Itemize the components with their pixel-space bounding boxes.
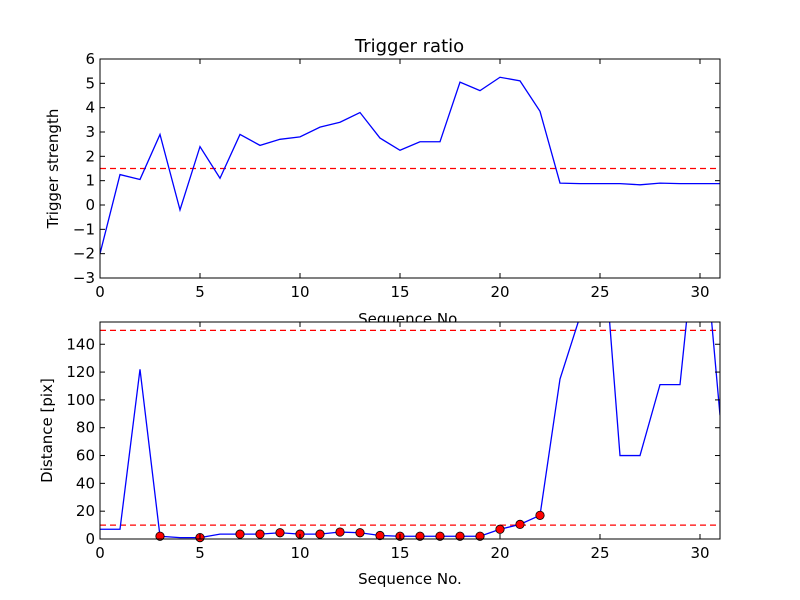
top-y-tick-label: 1 (85, 172, 95, 190)
bottom-data-point-marker (275, 528, 285, 538)
top-x-tick-label: 15 (390, 283, 409, 301)
bottom-threshold-layer (100, 329, 720, 526)
bottom-data-point-marker (535, 510, 545, 520)
distance-chart: 0 5 10 15 20 25 30 0 20 40 60 80 100 120 140 Sequence … (38, 321, 721, 588)
top-series-layer (100, 76, 720, 254)
top-series-line-0 (100, 76, 720, 254)
top-y-tick-label: 0 (85, 196, 95, 214)
trigger-ratio-chart: Trigger ratio 0 5 10 15 20 25 30−3−2−10123456 … (44, 36, 721, 328)
bottom-axes-frame (99, 321, 721, 540)
bottom-x-axis-label: Sequence No. (358, 570, 462, 588)
bottom-data-point-marker (235, 529, 245, 539)
top-y-tick-label: −3 (73, 269, 95, 287)
bottom-y-tick-label: 80 (76, 419, 95, 437)
top-y-tick-label: 5 (85, 74, 95, 92)
bottom-data-point-marker (495, 524, 505, 534)
bottom-y-tick-label: 40 (76, 474, 95, 492)
top-y-tick-label: 6 (85, 50, 95, 68)
bottom-data-point-marker (255, 529, 265, 539)
top-x-tick-label: 30 (690, 283, 709, 301)
bottom-data-point-marker (155, 531, 165, 541)
top-y-tick-label: −2 (73, 245, 95, 263)
bottom-y-tick-label: 20 (76, 502, 95, 520)
top-x-tick-label: 0 (95, 283, 105, 301)
bottom-x-tick-label: 10 (290, 544, 309, 562)
bottom-ticks: 0 5 10 15 20 25 30 0 20 40 60 80 100 120 140 (66, 322, 720, 562)
bottom-y-tick-label: 0 (85, 530, 95, 548)
bottom-marker-layer (155, 510, 545, 543)
bottom-data-point-marker (335, 527, 345, 537)
top-y-tick-label: −1 (73, 220, 95, 238)
top-x-tick-label: 20 (490, 283, 509, 301)
top-x-tick-label: 5 (195, 283, 205, 301)
top-ticks: 0 5 10 15 20 25 30 −3 −2 −1 0 1 2 3 4 5 6 (73, 50, 720, 301)
bottom-y-tick-label: 60 (76, 447, 95, 465)
top-y-tick-label: 4 (85, 99, 95, 117)
bottom-data-point-marker (355, 528, 365, 538)
bottom-y-tick-label: 100 (66, 391, 95, 409)
bottom-data-point-marker (435, 531, 445, 541)
bottom-data-point-marker (375, 530, 385, 541)
top-x-tick-label: 25 (590, 283, 609, 301)
top-chart-title: Trigger ratio (354, 36, 464, 57)
top-y-axis-label: Trigger strength (44, 109, 62, 230)
bottom-y-axis-label: Distance [pix] (38, 378, 56, 483)
bottom-data-point-marker (315, 529, 325, 539)
top-y-tick-label: 2 (85, 147, 95, 165)
bottom-x-tick-label: 25 (590, 544, 609, 562)
bottom-data-point-marker (475, 531, 485, 541)
bottom-x-tick-label: 30 (690, 544, 709, 562)
bottom-plot-area (100, 322, 720, 539)
bottom-y-tick-label: 140 (66, 335, 95, 353)
bottom-x-tick-label: 15 (390, 544, 409, 562)
bottom-x-tick-label: 0 (95, 544, 105, 562)
top-axes-frame (99, 58, 721, 279)
bottom-data-point-marker (515, 519, 525, 529)
top-y-tick-label: 3 (85, 123, 95, 141)
bottom-x-tick-label: 20 (490, 544, 509, 562)
bottom-data-point-marker (415, 531, 425, 541)
top-x-tick-label: 10 (290, 283, 309, 301)
bottom-y-tick-label: 120 (66, 363, 95, 381)
bottom-data-point-marker (455, 531, 465, 541)
bottom-x-tick-label: 5 (195, 544, 205, 562)
